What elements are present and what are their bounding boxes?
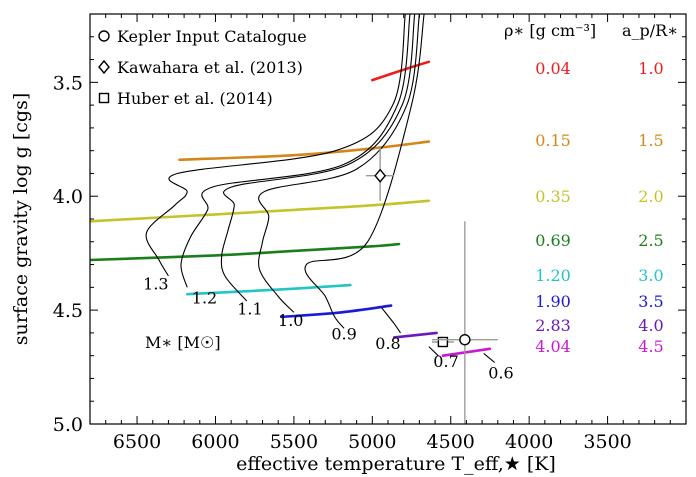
y-tick-label: 4.0 [53,186,83,208]
mass-track-1.2 [180,14,411,288]
obs-marker-square [437,336,449,348]
axis-ticks: 6500 6000 5500 5000 4500 4000 3500 3.5 4.0 4.5 5.0 [53,13,687,453]
table-ratio-value: 2.0 [638,187,663,206]
mass-track-label-1.2: 1.2 [192,288,217,307]
x-tick-label: 6000 [191,431,239,453]
mass-track-0.6 [483,352,496,363]
y-tick-label: 3.5 [53,72,83,94]
density-line-1.20 [185,283,352,296]
mass-track-label-0.6: 0.6 [488,363,513,382]
x-tick-label: 5500 [270,431,318,453]
table-ratio-value: 1.0 [638,59,663,78]
legend-label-kawahara: Kawahara et al. (2013) [117,58,303,77]
mass-axis-label: M∗ [M☉] [145,333,221,352]
x-tick-label: 4000 [505,431,553,453]
mass-track-label-0.8: 0.8 [375,334,400,353]
mass-track-label-1.0: 1.0 [278,311,303,330]
mass-track-label-1.3: 1.3 [143,275,168,294]
density-line-0.04 [371,60,431,82]
x-axis-title: effective temperature T_eff,★ [K] [236,453,556,475]
table-rho-value: 0.35 [535,187,571,206]
mass-track-label-1.1: 1.1 [237,300,262,319]
y-tick-label: 5.0 [53,414,83,436]
mass-track-0.9 [304,14,425,329]
legend: Kepler Input Catalogue Kawahara et al. (… [98,27,307,108]
table-rho-value: 4.04 [535,337,571,356]
table-ratio-value: 4.0 [638,316,663,335]
legend-diamond-marker [98,59,110,75]
density-table: ρ∗ [g cm⁻³] a_p/R∗ 0.04 1.0 0.15 1.5 0.35 2.0… [504,21,678,356]
legend-square-marker [98,92,110,104]
density-line-0.35 [90,199,431,223]
table-ratio-value: 3.5 [638,292,663,311]
density-line-0.69 [90,242,401,262]
observations [366,146,498,424]
legend-circle-marker [98,30,110,42]
table-rho-value: 0.69 [535,231,571,250]
table-rows: 0.04 1.0 0.15 1.5 0.35 2.0 0.69 2.5 1.20 3.0 1.90 3… [535,59,664,356]
obs-marker-diamond [374,168,387,183]
mass-labels: 1.3 1.2 1.1 1.0 0.9 0.8 0.7 0.6 [143,275,514,383]
mass-track-0.7 [428,346,439,357]
x-tick-label: 4500 [427,431,475,453]
mass-track-1.3 [145,14,406,277]
mass-track-1.0 [258,14,420,313]
table-ratio-value: 3.0 [638,266,663,285]
x-tick-label: 6500 [113,431,161,453]
table-header-ratio: a_p/R∗ [622,21,678,40]
legend-label-kic: Kepler Input Catalogue [117,27,307,46]
table-rho-value: 1.20 [535,266,571,285]
table-rho-value: 0.04 [535,59,571,78]
density-lines [90,60,492,357]
table-header-rho: ρ∗ [g cm⁻³] [504,21,596,40]
density-line-4.04 [441,347,492,357]
table-ratio-value: 2.5 [638,231,663,250]
density-line-0.15 [178,140,431,162]
x-tick-label: 3500 [583,431,631,453]
table-rho-value: 0.15 [535,131,571,150]
mass-track-1.1 [220,14,416,302]
mass-track-label-0.9: 0.9 [331,325,356,344]
table-ratio-value: 4.5 [638,337,663,356]
legend-label-huber: Huber et al. (2014) [117,89,273,108]
evolution-tracks [145,14,496,363]
density-line-1.90 [280,304,393,319]
y-tick-label: 4.5 [53,300,83,322]
table-ratio-value: 1.5 [638,131,663,150]
x-tick-label: 5000 [348,431,396,453]
density-line-2.83 [393,331,438,339]
obs-marker-circle [459,334,471,346]
y-axis-title: surface gravity log g [cgs] [10,93,32,345]
table-rho-value: 2.83 [535,316,571,335]
mass-track-0.8 [381,307,401,334]
mass-track-label-0.7: 0.7 [433,352,458,371]
table-rho-value: 1.90 [535,292,571,311]
